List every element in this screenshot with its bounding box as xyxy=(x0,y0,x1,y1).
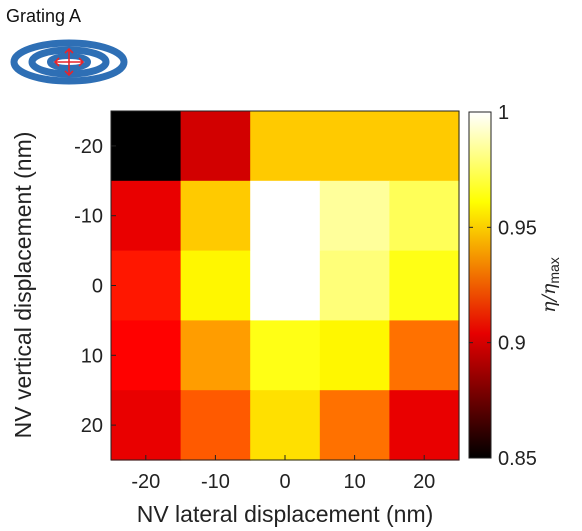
y-tick-label: -10 xyxy=(74,206,103,228)
x-tick-label: 10 xyxy=(343,471,365,493)
heatmap-cell xyxy=(319,111,390,182)
heatmap-cell xyxy=(250,111,321,182)
heatmap-cell xyxy=(389,111,460,182)
heatmap-cell xyxy=(250,250,321,321)
heatmap-cell xyxy=(319,320,390,391)
colorbar-label: η/ηmax xyxy=(538,257,562,313)
x-tick-label: -20 xyxy=(131,471,160,493)
heatmap-cells xyxy=(111,111,460,461)
x-tick-label: 20 xyxy=(413,471,435,493)
heatmap-cell xyxy=(250,320,321,391)
x-axis-label: NV lateral displacement (nm) xyxy=(137,501,434,527)
colorbar xyxy=(468,111,492,459)
heatmap-cell xyxy=(111,250,182,321)
y-tick-label: 0 xyxy=(92,276,103,298)
y-tick-label: 10 xyxy=(81,345,103,367)
heatmap-cell xyxy=(111,111,182,182)
heatmap-cell xyxy=(180,111,251,182)
heatmap-cell xyxy=(111,390,182,461)
heatmap-cell xyxy=(250,390,321,461)
heatmap-cell xyxy=(111,180,182,252)
y-axis-ticks: -20 -10 0 10 20 xyxy=(74,136,116,437)
heatmap-cell xyxy=(319,180,390,252)
colorbar-tick-label: 0.9 xyxy=(498,333,526,355)
dipole-marker-icon xyxy=(53,47,85,77)
x-tick-label: 0 xyxy=(279,471,290,493)
heatmap-cell xyxy=(389,250,460,321)
heatmap-cell xyxy=(180,180,251,252)
heatmap-cell xyxy=(180,250,251,321)
inset-title: Grating A xyxy=(6,6,81,26)
y-axis-label: NV vertical displacement (nm) xyxy=(10,132,36,439)
heatmap-cell xyxy=(319,390,390,461)
heatmap-cell xyxy=(389,390,460,461)
heatmap-cell xyxy=(180,390,251,461)
heatmap-cell xyxy=(389,180,460,252)
y-tick-label: 20 xyxy=(81,415,103,437)
colorbar-tick-label: 1 xyxy=(498,102,509,124)
heatmap-cell xyxy=(180,320,251,391)
colorbar-tick-label: 0.95 xyxy=(498,217,537,239)
heatmap-cell xyxy=(389,320,460,391)
heatmap-cell xyxy=(319,250,390,321)
heatmap-cell xyxy=(111,320,182,391)
heatmap-cell xyxy=(250,180,321,252)
y-tick-label: -20 xyxy=(74,136,103,158)
colorbar-tick-label: 0.85 xyxy=(498,448,537,470)
colorbar-ticks: 0.85 0.9 0.95 1 xyxy=(469,102,537,470)
inset-grating: Grating A xyxy=(6,6,128,85)
x-tick-label: -10 xyxy=(201,471,230,493)
x-axis-ticks: -20 -10 0 10 20 xyxy=(131,455,435,493)
